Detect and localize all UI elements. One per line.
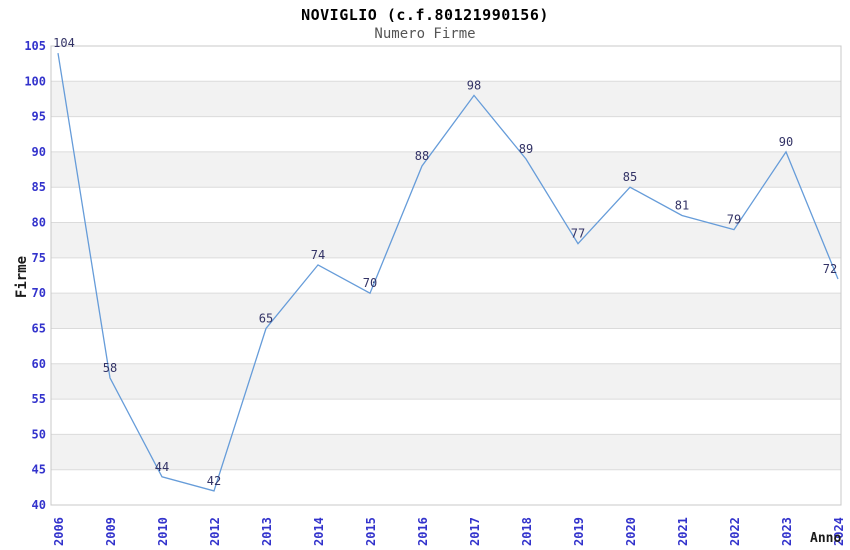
- y-tick-label: 45: [32, 463, 46, 477]
- y-tick-label: 85: [32, 180, 46, 194]
- x-tick-label: 2018: [520, 517, 534, 546]
- background-band: [51, 81, 841, 117]
- x-tick-label: 2021: [676, 517, 690, 546]
- data-point-label: 89: [519, 142, 533, 156]
- data-point-label: 70: [363, 276, 377, 290]
- background-band: [51, 363, 841, 400]
- x-tick-label: 2019: [572, 517, 586, 546]
- data-point-label: 74: [311, 248, 325, 262]
- y-tick-label: 105: [24, 39, 46, 53]
- data-point-label: 65: [259, 312, 273, 326]
- x-tick-label: 2015: [364, 517, 378, 546]
- x-tick-label: 2014: [312, 517, 326, 546]
- x-tick-label: 2006: [52, 517, 66, 546]
- x-tick-label: 2022: [728, 517, 742, 546]
- data-line: [57, 52, 839, 492]
- y-tick-label: 70: [32, 286, 46, 300]
- x-tick-label: 2023: [780, 517, 794, 546]
- x-tick-label: 2017: [468, 517, 482, 546]
- background-band: [51, 434, 841, 470]
- data-point-label: 88: [415, 149, 429, 163]
- x-tick-label: 2024: [832, 517, 846, 546]
- data-point-label: 58: [103, 361, 117, 375]
- x-tick-label: 2016: [416, 517, 430, 546]
- data-point-label: 77: [571, 227, 585, 241]
- data-point-label: 98: [467, 78, 481, 92]
- data-point-label: 44: [155, 460, 169, 474]
- background-band: [51, 293, 841, 329]
- data-point-label: 81: [675, 199, 689, 213]
- y-tick-label: 50: [32, 427, 46, 441]
- data-point-label: 85: [623, 170, 637, 184]
- data-point-label: 79: [727, 213, 741, 227]
- x-tick-label: 2009: [104, 517, 118, 546]
- plot-border: [50, 45, 842, 506]
- y-tick-label: 80: [32, 216, 46, 230]
- y-tick-label: 65: [32, 322, 46, 336]
- chart-subtitle: Numero Firme: [374, 26, 476, 42]
- data-point-label: 104: [53, 36, 75, 50]
- background-band: [51, 151, 841, 188]
- y-tick-label: 60: [32, 357, 46, 371]
- background-band: [51, 222, 841, 258]
- y-tick-label: 95: [32, 110, 46, 124]
- y-axis-title: Firme: [14, 255, 30, 299]
- y-tick-label: 90: [32, 145, 46, 159]
- data-point-label: 72: [823, 262, 837, 276]
- x-tick-label: 2013: [260, 517, 274, 546]
- y-tick-label: 55: [32, 392, 46, 406]
- x-tick-label: 2012: [208, 517, 222, 546]
- data-point-label: 90: [779, 135, 793, 149]
- y-tick-label: 75: [32, 251, 46, 265]
- chart-title: NOVIGLIO (c.f.80121990156): [301, 6, 549, 24]
- y-tick-label: 100: [24, 74, 46, 88]
- x-axis-title: Anno: [810, 531, 842, 546]
- y-tick-label: 40: [32, 498, 46, 512]
- data-point-label: 42: [207, 474, 221, 488]
- x-tick-label: 2020: [624, 517, 638, 546]
- x-tick-label: 2010: [156, 517, 170, 546]
